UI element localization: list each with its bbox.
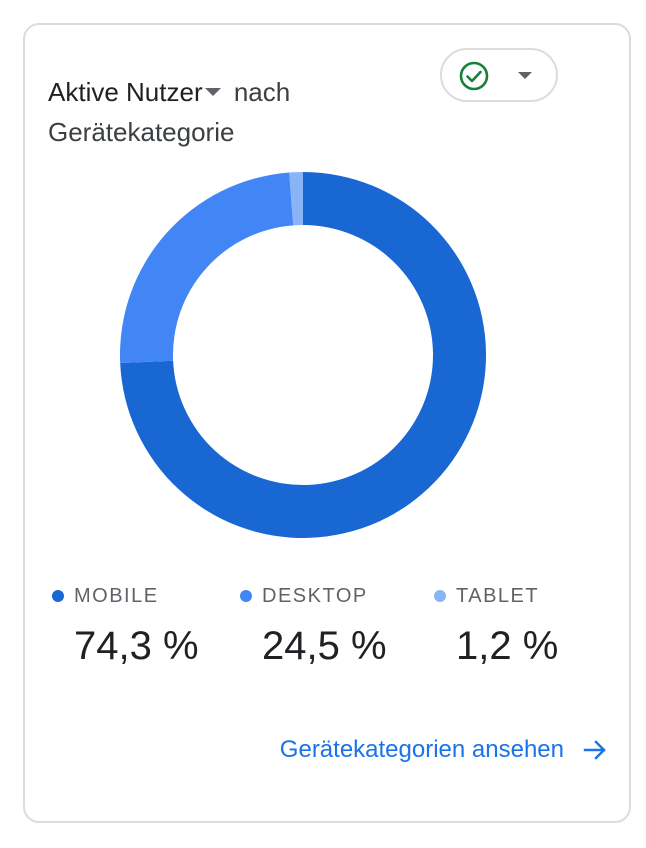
legend-item-tablet: TABLET 1,2 % [434, 582, 558, 668]
card-title: Aktive Nutzer nach Gerätekategorie [48, 72, 408, 152]
metric-selector[interactable]: Aktive Nutzer [48, 77, 227, 107]
legend-item-desktop: DESKTOP 24,5 % [240, 582, 387, 668]
legend-dot [52, 590, 64, 602]
legend-item-mobile: MOBILE 74,3 % [52, 582, 199, 668]
donut-slice-desktop[interactable] [120, 172, 294, 364]
view-device-categories-link[interactable]: Gerätekategorien ansehen [280, 736, 608, 764]
donut-chart-svg [120, 172, 486, 538]
legend-value: 24,5 % [262, 624, 387, 668]
comparison-menu-button[interactable] [440, 48, 558, 102]
legend-label: MOBILE [74, 584, 159, 607]
legend-label: DESKTOP [262, 584, 368, 607]
link-label: Gerätekategorien ansehen [279, 736, 564, 763]
legend-value: 1,2 % [456, 624, 559, 668]
arrow-right-icon [583, 740, 606, 760]
legend-dot [434, 590, 446, 602]
legend-value: 74,3 % [74, 624, 199, 668]
device-category-card [23, 23, 631, 823]
check-circle-icon [459, 61, 489, 91]
legend-label: TABLET [456, 584, 540, 607]
chart-legend: MOBILE 74,3 % DESKTOP 24,5 % TABLET 1,2 … [52, 582, 572, 672]
donut-chart [118, 170, 488, 540]
caret-down-icon [518, 72, 532, 79]
caret-down-icon [204, 88, 221, 97]
dimension-label: Gerätekategorie [48, 117, 235, 147]
title-connector: nach [226, 77, 291, 107]
donut-slice-tablet[interactable] [289, 172, 303, 226]
metric-label: Aktive Nutzer [48, 77, 203, 107]
legend-dot [240, 590, 252, 602]
